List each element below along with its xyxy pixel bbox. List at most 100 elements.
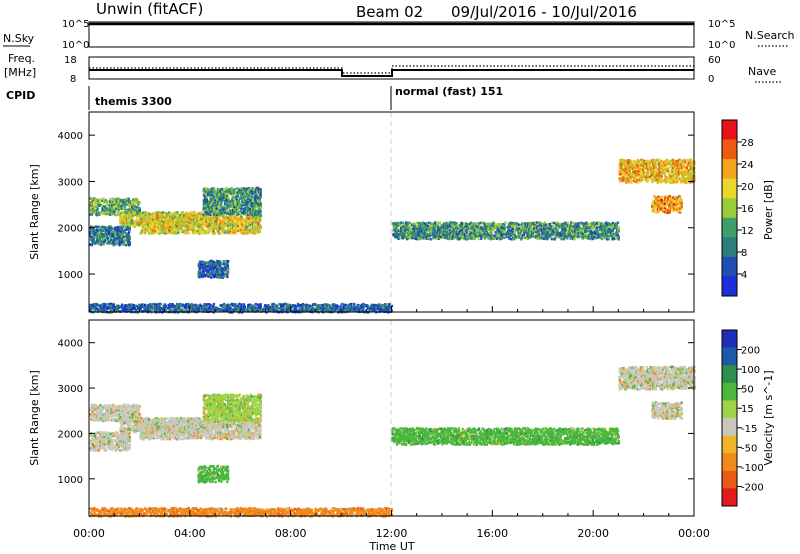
power-echo-cell (491, 235, 494, 238)
power-echo-cell (608, 234, 611, 238)
power-echo-cell (362, 307, 365, 310)
power-echo-cell (291, 306, 295, 309)
power-echo-cell (490, 229, 493, 233)
power-echo-cell (395, 231, 398, 234)
power-echo-cell (269, 309, 272, 313)
power-echo-cell (100, 231, 103, 234)
power-echo-cell (214, 265, 217, 269)
power-echo-cell (616, 233, 620, 237)
power-echo-cell (474, 225, 477, 228)
power-echo-cell (510, 237, 513, 241)
power-echo-cell (142, 211, 145, 214)
power-echo-cell (253, 307, 256, 311)
power-echo-cell (224, 231, 227, 234)
power-echo-cell (274, 304, 277, 307)
power-echo-cell (110, 212, 114, 216)
power-echo-cell (419, 231, 422, 235)
power-echo-cell (406, 231, 409, 235)
power-echo-cell (114, 228, 117, 231)
power-echo-cell (457, 227, 460, 230)
power-echo-cell (246, 200, 249, 204)
power-echo-cell (146, 221, 149, 224)
power-echo-cell (93, 228, 96, 232)
power-echo-cell (206, 224, 210, 228)
power-echo-cell (198, 308, 201, 312)
power-echo-cell (95, 198, 98, 201)
power-echo-cell (401, 229, 405, 233)
power-echo-cell (559, 224, 562, 228)
power-echo-cell (145, 211, 148, 215)
power-echo-cell (380, 308, 383, 312)
power-echo-cell (569, 226, 572, 230)
power-echo-cell (96, 208, 99, 212)
power-echo-cell (570, 227, 573, 230)
power-echo-cell (238, 302, 241, 306)
power-echo-cell (472, 232, 475, 236)
power-echo-cell (401, 221, 404, 225)
power-echo-cell (487, 234, 490, 237)
power-echo-cell (218, 188, 221, 192)
power-echo-cell (477, 222, 480, 225)
power-echo-cell (181, 309, 184, 313)
power-echo-cell (447, 233, 450, 236)
power-echo-cell (207, 191, 210, 195)
power-echo-cell (570, 221, 573, 225)
power-echo-cell (400, 223, 403, 227)
power-echo-cell (160, 307, 163, 310)
power-echo-cell (96, 207, 99, 210)
power-echo-cell (259, 216, 263, 220)
power-echo-cell (106, 209, 109, 212)
power-echo-cell (360, 303, 363, 307)
power-echo-cell (251, 307, 254, 311)
power-echo-cell (537, 231, 541, 234)
power-echo-cell (90, 213, 94, 216)
power-echo-cell (138, 201, 141, 204)
power-echo-cell (165, 231, 168, 235)
power-echo-cell (622, 166, 625, 169)
power-echo-cell (112, 309, 115, 312)
power-echo-cell (498, 235, 501, 238)
power-echo-cell (259, 225, 263, 229)
power-echo-cell (109, 206, 112, 210)
power-echo-cell (229, 214, 232, 218)
power-echo-cell (192, 227, 195, 230)
power-echo-cell (437, 224, 440, 227)
power-echo-cell (242, 228, 245, 232)
power-echo-cell (113, 213, 116, 217)
power-echo-cell (239, 213, 242, 216)
power-echo-cell (600, 237, 604, 241)
power-echo-cell (217, 225, 220, 228)
power-echo-cell (348, 305, 351, 308)
power-echo-cell (134, 202, 137, 205)
power-echo-cell (595, 229, 598, 232)
power-echo-cell (492, 221, 495, 225)
power-echo-cell (234, 203, 237, 207)
power-echo-cell (153, 308, 156, 311)
power-echo-cell (526, 222, 529, 225)
power-echo-cell (344, 303, 347, 307)
power-echo-cell (213, 232, 216, 235)
power-echo-cell (248, 188, 251, 192)
power-echo-cell (324, 308, 327, 312)
power-echo-cell (228, 307, 231, 310)
power-echo-cell (604, 235, 607, 238)
power-echo-cell (128, 228, 131, 232)
power-echo-cell (513, 224, 516, 228)
power-echo-cell (502, 233, 505, 236)
power-echo-cell (215, 213, 219, 217)
power-echo-cell (335, 306, 338, 310)
power-echo-cell (498, 226, 501, 230)
power-echo-cell (179, 222, 182, 225)
power-echo-cell (479, 234, 482, 238)
power-echo-cell (217, 222, 220, 226)
power-echo-cell (562, 224, 565, 228)
power-echo-cell (518, 235, 521, 238)
power-echo-cell (487, 236, 490, 239)
power-echo-cell (210, 195, 213, 198)
power-echo-cell (514, 222, 517, 225)
power-echo-cell (227, 267, 230, 270)
power-echo-cell (206, 303, 209, 306)
power-echo-cell (267, 309, 270, 313)
power-echo-cell (222, 190, 225, 194)
power-echo-cell (96, 229, 99, 232)
